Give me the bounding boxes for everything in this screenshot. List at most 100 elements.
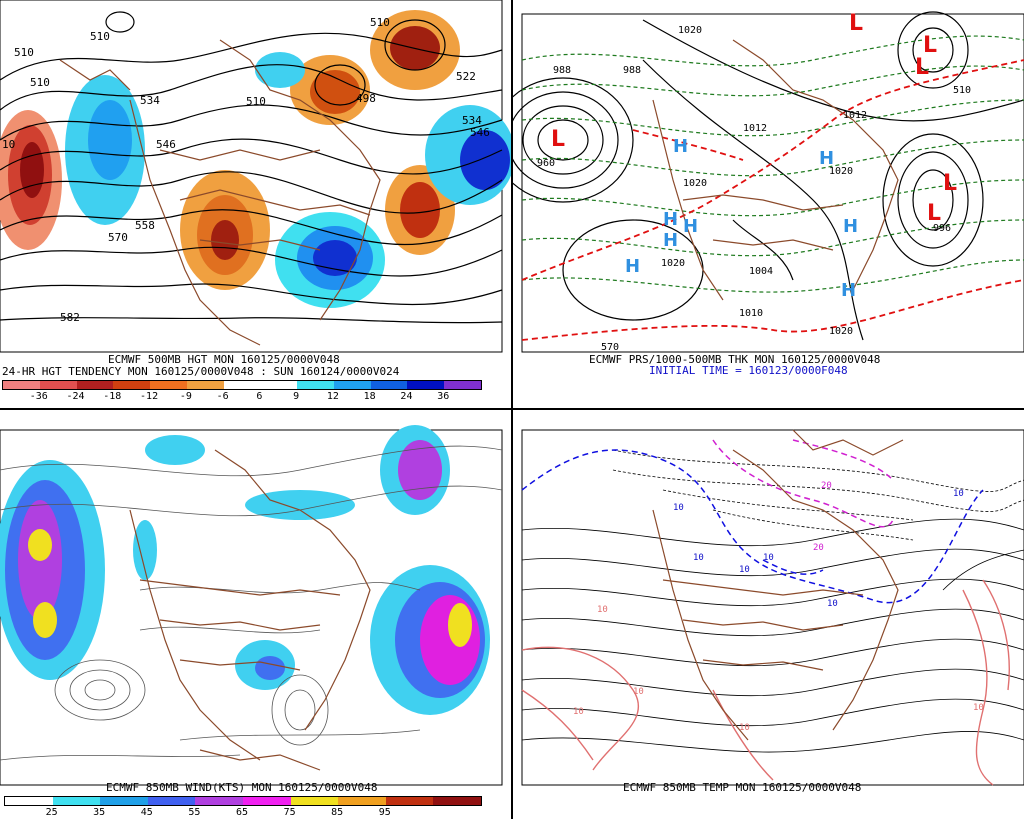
contour-label: 570 bbox=[108, 231, 128, 244]
contour-label: 546 bbox=[156, 138, 176, 151]
colorbar-swatch bbox=[39, 381, 77, 389]
isobar-label: 1010 bbox=[739, 308, 763, 319]
colorbar-swatch bbox=[242, 797, 291, 805]
caption-pressure-line1: ECMWF PRS/1000-500MB THK MON 160125/0000… bbox=[589, 353, 881, 366]
contour-label: 510 bbox=[14, 46, 34, 59]
contour-label: 510 bbox=[246, 95, 266, 108]
contour-label: 10 bbox=[2, 138, 15, 151]
colorbar-swatch bbox=[407, 381, 445, 389]
high-pressure-symbol: H bbox=[843, 216, 858, 237]
contour-label: 510 bbox=[90, 30, 110, 43]
colorbar-tick-label: 45 bbox=[140, 807, 153, 818]
low-symbols: L L L L L L bbox=[551, 11, 957, 226]
colorbar-tick-label: 12 bbox=[326, 391, 339, 402]
isobar-label: 1012 bbox=[843, 110, 867, 121]
colorbar-swatch bbox=[385, 797, 434, 805]
high-pressure-symbol: H bbox=[841, 280, 856, 301]
colorbar-tick-label: 25 bbox=[45, 807, 58, 818]
isobar-label: 1020 bbox=[683, 178, 707, 189]
panel-500mb-height: 510 510 510 510 534 546 570 558 582 498 … bbox=[0, 0, 511, 408]
temp-label: 20 bbox=[813, 543, 824, 553]
map-500mb-height: 510 510 510 510 534 546 570 558 582 498 … bbox=[0, 0, 511, 353]
temp-label: 10 bbox=[633, 687, 644, 697]
temp-label: 10 bbox=[573, 707, 584, 717]
colorbar-swatch bbox=[195, 797, 243, 805]
colorbar-swatch bbox=[290, 797, 339, 805]
caption-850mb-wind: ECMWF 850MB WIND(KTS) MON 160125/0000V04… bbox=[106, 781, 378, 794]
high-pressure-symbol: H bbox=[673, 136, 688, 157]
isobar-label: 1020 bbox=[678, 25, 702, 36]
contour-label: 534 bbox=[140, 94, 160, 107]
colorbar-ticks-wind-speed: 25 35 45 55 65 75 85 95 bbox=[4, 807, 480, 819]
contour-label: 498 bbox=[356, 92, 376, 105]
colorbar-tick-label: 65 bbox=[235, 807, 249, 818]
map-850mb-temp: 10 10 10 20 10 10 10 10 10 10 10 20 10 bbox=[521, 429, 1024, 786]
colorbar-tick-label: -12 bbox=[140, 391, 159, 402]
warm-contours bbox=[521, 579, 1010, 786]
colorbar-tick-label: -9 bbox=[179, 391, 192, 402]
coastlines bbox=[652, 39, 899, 301]
temp-label: 10 bbox=[973, 703, 984, 713]
caption-500mb-line2: 24-HR HGT TENDENCY MON 160125/0000V048 :… bbox=[2, 365, 400, 378]
high-pressure-symbol: H bbox=[683, 216, 698, 237]
temp-label: 10 bbox=[597, 605, 608, 615]
colorbar-swatch bbox=[186, 381, 224, 389]
contour-label: 546 bbox=[470, 126, 490, 139]
isobar-label: 1004 bbox=[749, 266, 773, 277]
colorbar-swatch bbox=[147, 797, 196, 805]
high-symbols: H H H H H H H H bbox=[625, 136, 858, 301]
contour-label: 582 bbox=[60, 311, 80, 324]
height-contours bbox=[0, 11, 503, 324]
caption-850mb-temp: ECMWF 850MB TEMP MON 160125/0000V048 bbox=[623, 781, 862, 794]
caption-500mb-line1: ECMWF 500MB HGT MON 160125/0000V048 bbox=[108, 353, 340, 366]
colorbar-swatch bbox=[5, 797, 53, 805]
isobar-label: 996 bbox=[933, 223, 951, 234]
high-pressure-symbol: H bbox=[819, 148, 834, 169]
map-pressure-thickness: 988 988 960 1020 1020 1004 1012 1020 102… bbox=[513, 11, 1024, 353]
temperature-contours bbox=[521, 518, 1024, 753]
high-pressure-symbol: H bbox=[663, 230, 678, 251]
contour-label: 534 bbox=[462, 114, 482, 127]
colorbar-swatch bbox=[297, 381, 334, 389]
freezing-line bbox=[521, 449, 984, 604]
isobar-label: 570 bbox=[601, 342, 619, 353]
colorbar-tick-label: 35 bbox=[93, 807, 106, 818]
isobar-label: 1020 bbox=[829, 326, 853, 337]
contour-label: 558 bbox=[135, 219, 155, 232]
colorbar-swatch bbox=[433, 797, 481, 805]
temp-label: 10 bbox=[673, 503, 684, 513]
coastlines bbox=[129, 449, 371, 771]
map-850mb-wind bbox=[0, 425, 503, 786]
low-pressure-symbol: L bbox=[849, 11, 863, 36]
panel-pressure-thickness: 988 988 960 1020 1020 1004 1012 1020 102… bbox=[513, 0, 1024, 408]
colorbar-ticks-height-tendency: -36 -24 -18 -12 -9 -6 6 9 12 18 24 36 bbox=[2, 391, 480, 403]
isobar-label: 1020 bbox=[829, 166, 853, 177]
colorbar-swatch bbox=[260, 381, 298, 389]
high-pressure-symbol: H bbox=[663, 209, 678, 230]
colorbar-height-tendency bbox=[2, 380, 482, 390]
colorbar-swatch bbox=[76, 381, 114, 389]
low-pressure-symbol: L bbox=[923, 33, 937, 58]
colorbar-swatch bbox=[113, 381, 151, 389]
colorbar-tick-label: 75 bbox=[283, 807, 296, 818]
contour-label: 510 bbox=[370, 16, 390, 29]
colorbar-tick-label: 36 bbox=[437, 391, 450, 402]
colorbar-tick-label: 55 bbox=[188, 807, 201, 818]
colorbar-tick-label: -6 bbox=[216, 391, 229, 402]
thickness-lines bbox=[521, 35, 1024, 293]
thickness-540-line bbox=[521, 59, 1024, 341]
colorbar-tick-label: 24 bbox=[400, 391, 413, 402]
coastlines bbox=[652, 429, 904, 741]
caption-initial-time: INITIAL TIME = 160123/0000F048 bbox=[649, 364, 848, 377]
colorbar-tick-label: 85 bbox=[331, 807, 344, 818]
colorbar-tick-label: -24 bbox=[66, 391, 85, 402]
colorbar-swatch bbox=[52, 797, 101, 805]
high-pressure-symbol: H bbox=[625, 256, 640, 277]
colorbar-swatch bbox=[3, 381, 40, 389]
colorbar-swatch bbox=[444, 381, 481, 389]
colorbar-tick-label: -36 bbox=[29, 391, 48, 402]
colorbar-swatch bbox=[333, 381, 371, 389]
low-pressure-symbol: L bbox=[943, 171, 957, 196]
colorbar-tick-label: 6 bbox=[256, 391, 263, 402]
isobar-label: 1012 bbox=[743, 123, 767, 134]
